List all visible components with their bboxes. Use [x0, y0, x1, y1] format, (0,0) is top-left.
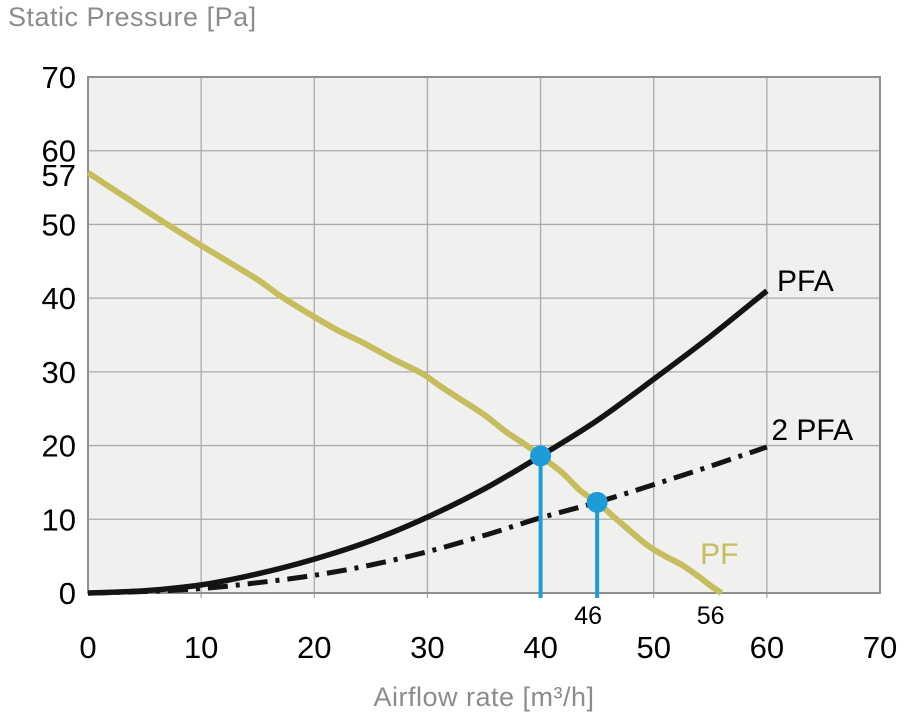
- x-tick-label: 30: [410, 630, 444, 665]
- y-tick-label: 30: [42, 355, 76, 390]
- x-sublabel: 46: [574, 602, 602, 630]
- x-tick-label: 0: [79, 630, 96, 665]
- plot-background: [88, 77, 880, 593]
- y-tick-label: 10: [42, 502, 76, 537]
- y-tick-label: 50: [42, 207, 76, 242]
- x-tick-label: 50: [636, 630, 670, 665]
- x-tick-label: 40: [523, 630, 557, 665]
- x-tick-label: 10: [184, 630, 218, 665]
- y-tick-label-extra: 57: [42, 158, 76, 193]
- operating-point-marker: [586, 491, 608, 513]
- y-axis-title: Static Pressure [Pa]: [8, 2, 257, 32]
- operating-point-marker: [530, 445, 552, 467]
- series-curve-pfa: [87, 288, 769, 596]
- series-label-2-pfa: 2 PFA: [771, 414, 853, 447]
- y-tick-label: 40: [42, 281, 76, 316]
- series-curve-pf: [86, 170, 724, 596]
- x-axis-title: Airflow rate [m³/h]: [373, 682, 595, 712]
- plot-border: [87, 76, 881, 594]
- series-curve-2-pfa: [87, 444, 768, 596]
- y-tick-label: 70: [42, 60, 76, 95]
- x-tick-label: 70: [863, 630, 897, 665]
- x-tick-label: 20: [297, 630, 331, 665]
- series-label-pfa: PFA: [777, 265, 834, 298]
- x-sublabel: 56: [697, 602, 725, 630]
- x-tick-label: 60: [750, 630, 784, 665]
- y-tick-label: 60: [42, 134, 76, 169]
- series-label-pf: PF: [700, 538, 738, 571]
- y-tick-label: 0: [59, 576, 76, 611]
- y-tick-label: 20: [42, 429, 76, 464]
